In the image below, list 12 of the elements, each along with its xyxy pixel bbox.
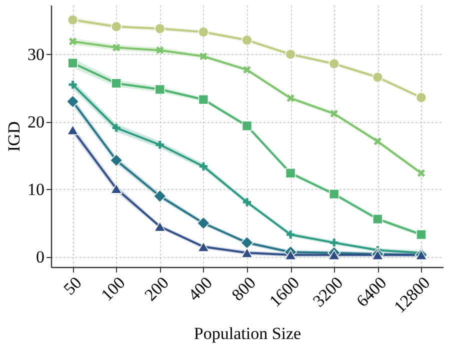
x-tick-label: 6400 <box>352 273 390 311</box>
y-axis-title: IGD <box>4 121 24 152</box>
y-tick-label: 30 <box>28 44 44 64</box>
x-axis-title: Population Size <box>194 324 302 343</box>
x-tick-label: 800 <box>228 273 260 305</box>
y-tick-label: 0 <box>36 247 44 266</box>
x-tick-label: 50 <box>60 273 86 299</box>
y-tick-label: 20 <box>28 112 44 132</box>
y-tick-label: 10 <box>28 180 44 199</box>
x-tick-label: 100 <box>97 273 129 305</box>
x-tick-label: 200 <box>140 273 172 305</box>
x-tick-label: 400 <box>184 273 216 305</box>
